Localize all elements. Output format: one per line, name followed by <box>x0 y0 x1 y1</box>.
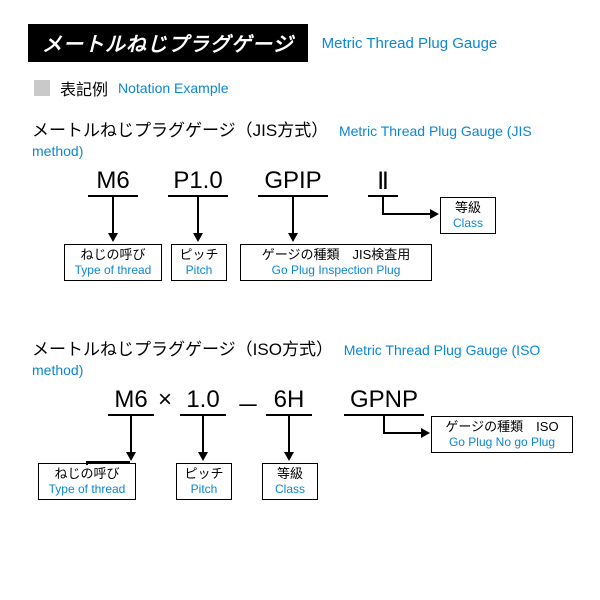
iso-box2: ピッチ Pitch <box>176 463 232 500</box>
jis-box3-jp: ゲージの種類 JIS検査用 <box>247 247 425 263</box>
iso-elbow1 <box>86 461 130 463</box>
iso-a1-stem <box>130 414 132 454</box>
iso-box2-jp: ピッチ <box>183 466 225 482</box>
iso-label-jp: メートルねじプラグゲージ（ISO方式） <box>32 340 333 359</box>
iso-elbow1v <box>86 461 88 465</box>
iso-p2: 1.0 <box>180 386 226 414</box>
iso-box1: ねじの呼び Type of thread <box>38 463 136 500</box>
jis-box1: ねじの呼び Type of thread <box>64 244 162 281</box>
iso-label: メートルねじプラグゲージ（ISO方式） Metric Thread Plug G… <box>32 335 572 380</box>
jis-box3-en: Go Plug Inspection Plug <box>247 263 425 277</box>
iso-a4-h <box>383 432 423 434</box>
iso-box4: ゲージの種類 ISO Go Plug No go Plug <box>431 416 573 453</box>
iso-a1-head <box>126 452 136 461</box>
iso-a3-head <box>284 452 294 461</box>
iso-box3: 等級 Class <box>262 463 318 500</box>
iso-box3-en: Class <box>269 482 311 496</box>
jis-p1: M6 <box>88 167 138 195</box>
jis-p2: P1.0 <box>168 167 228 195</box>
iso-sep2: － <box>236 386 260 421</box>
iso-a3-stem <box>288 414 290 454</box>
subtitle-jp: 表記例 <box>60 76 108 100</box>
iso-box2-en: Pitch <box>183 482 225 496</box>
jis-p4: Ⅱ <box>368 167 398 196</box>
jis-a4-v <box>382 195 384 213</box>
jis-a3-head <box>288 233 298 242</box>
jis-diagram: M6 P1.0 GPIP Ⅱ ねじの呼び Type of thread ピッチ … <box>28 167 572 317</box>
subtitle-row: 表記例 Notation Example <box>34 76 572 100</box>
title-row: メートルねじプラグゲージ Metric Thread Plug Gauge <box>28 24 572 62</box>
jis-a2-head <box>193 233 203 242</box>
jis-a2-stem <box>197 195 199 235</box>
iso-box4-en: Go Plug No go Plug <box>438 435 566 449</box>
title-en: Metric Thread Plug Gauge <box>322 35 498 52</box>
iso-a2-head <box>198 452 208 461</box>
iso-p1: M6 <box>108 386 154 414</box>
jis-a4-h <box>382 213 432 215</box>
jis-label: メートルねじプラグゲージ（JIS方式） Metric Thread Plug G… <box>32 116 572 161</box>
jis-box4-en: Class <box>447 216 489 230</box>
jis-box2-en: Pitch <box>178 263 220 277</box>
square-bullet-icon <box>34 80 50 96</box>
iso-diagram: M6 × 1.0 － 6H GPNP ねじの呼び Type of thread … <box>28 386 572 536</box>
iso-box3-jp: 等級 <box>269 466 311 482</box>
jis-box1-en: Type of thread <box>71 263 155 277</box>
jis-box2: ピッチ Pitch <box>171 244 227 281</box>
jis-a3-stem <box>292 195 294 235</box>
iso-box1-jp: ねじの呼び <box>45 466 129 482</box>
jis-a1-head <box>108 233 118 242</box>
jis-box2-jp: ピッチ <box>178 247 220 263</box>
iso-box1-en: Type of thread <box>45 482 129 496</box>
jis-box4-jp: 等級 <box>447 200 489 216</box>
jis-a1-stem <box>112 195 114 235</box>
jis-label-jp: メートルねじプラグゲージ（JIS方式） <box>32 121 328 140</box>
iso-p3: 6H <box>266 386 312 414</box>
jis-a4-head <box>430 209 439 219</box>
subtitle-en: Notation Example <box>118 80 229 96</box>
iso-box4-jp: ゲージの種類 ISO <box>438 419 566 435</box>
jis-p3: GPIP <box>258 167 328 195</box>
iso-a2-stem <box>202 414 204 454</box>
jis-box1-jp: ねじの呼び <box>71 247 155 263</box>
iso-p4: GPNP <box>344 386 424 414</box>
jis-box3: ゲージの種類 JIS検査用 Go Plug Inspection Plug <box>240 244 432 281</box>
iso-a4-head <box>421 428 430 438</box>
iso-a4-v <box>383 414 385 432</box>
iso-sep1: × <box>158 386 172 414</box>
title-jp: メートルねじプラグゲージ <box>28 24 308 62</box>
jis-box4: 等級 Class <box>440 197 496 234</box>
